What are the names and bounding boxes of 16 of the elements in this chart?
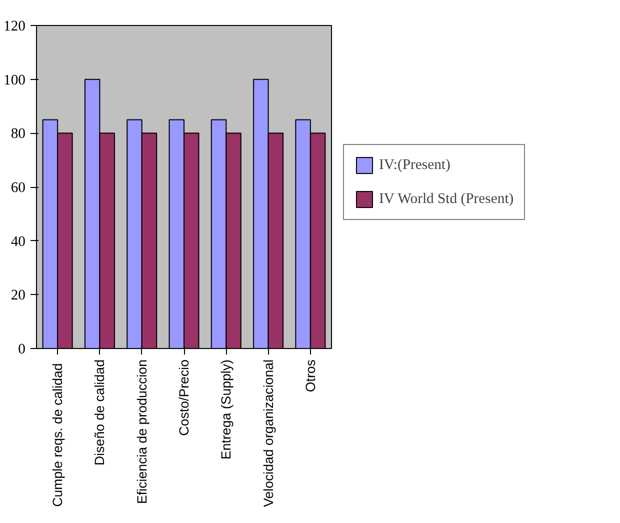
x-tick-label: Otros bbox=[302, 359, 318, 392]
y-tick-label: 40 bbox=[10, 234, 26, 250]
x-tick-label: Cumple reqs. de calidad bbox=[50, 363, 66, 507]
y-tick-label: 80 bbox=[10, 126, 26, 142]
x-tick-label: Entrega (Supply) bbox=[218, 359, 234, 460]
y-tick-label: 120 bbox=[4, 18, 26, 34]
x-tick-label: Diseño de calidad bbox=[92, 359, 108, 466]
legend-label: IV World Std (Present) bbox=[379, 190, 514, 208]
y-tick-label: 60 bbox=[10, 180, 26, 196]
legend-label: IV:(Present) bbox=[379, 156, 450, 174]
x-tick-label: Eficiencia de produccion bbox=[134, 359, 150, 504]
x-tick-label: Velocidad organizacional bbox=[260, 359, 276, 507]
x-tick-label: Costo/Precio bbox=[176, 359, 192, 436]
y-tick-label: 20 bbox=[10, 288, 26, 304]
y-tick-label: 100 bbox=[4, 72, 26, 88]
y-tick-label: 0 bbox=[18, 342, 26, 358]
